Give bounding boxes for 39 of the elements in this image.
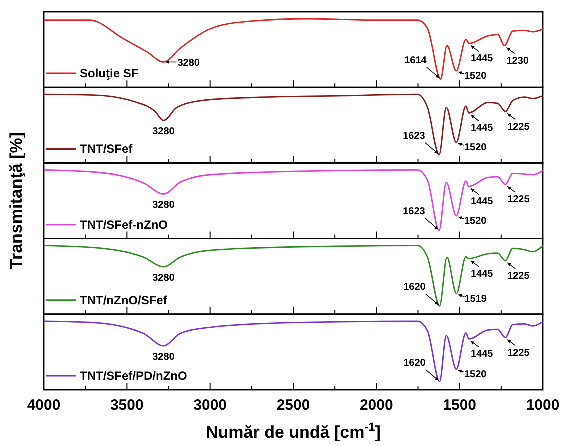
x-axis-title: Număr de undă [cm$^{-1}$] [206, 420, 381, 442]
annotation: 1620 [404, 358, 426, 369]
annotation: 1520 [464, 369, 488, 380]
x-tick-label: 3500 [110, 397, 144, 414]
annotation: 1445 [470, 349, 494, 360]
annotation: 1225 [508, 270, 530, 282]
x-tick-label: 1500 [443, 397, 477, 414]
annotation: 1230 [506, 56, 530, 67]
x-tick-label: 3000 [194, 397, 228, 414]
annotation: 3280 [152, 273, 176, 284]
annotation: 3280 [152, 352, 176, 364]
annotation: 3280 [152, 126, 176, 138]
legend-label: TNT/SFef/PD/nZnO [80, 369, 188, 383]
annotation: 1614 [404, 55, 428, 66]
legend-label: TNT/nZnO/SFef [80, 293, 168, 308]
annotation: 1623 [403, 206, 426, 218]
annotation: 1225 [508, 122, 530, 133]
legend-label: TNT/SFef-nZnO [80, 218, 168, 232]
annotation: 1445 [470, 123, 494, 134]
annotation: 1445 [470, 196, 494, 208]
annotation: 1620 [404, 282, 426, 294]
y-axis-title: Transmitanţă [%] [7, 132, 26, 270]
annotation: 3280 [152, 200, 176, 212]
legend-label: Soluţie SF [80, 66, 139, 81]
x-tick-label: 4000 [27, 397, 61, 414]
annotation: 1445 [470, 268, 494, 280]
annotation: 1520 [464, 142, 488, 154]
annotation: 1520 [464, 216, 488, 228]
x-tick-label: 1000 [526, 397, 560, 414]
annotation: 1623 [403, 130, 426, 142]
annotation: 3280 [178, 58, 200, 70]
annotation: 1520 [464, 71, 488, 82]
legend-label: TNT/SFef [80, 142, 134, 156]
x-tick-label: 2000 [360, 397, 394, 414]
annotation: 1445 [470, 54, 494, 65]
annotation: 1225 [508, 348, 530, 359]
annotation: 1225 [508, 194, 530, 206]
x-tick-label: 2500 [276, 397, 310, 414]
annotation: 1519 [464, 294, 488, 305]
